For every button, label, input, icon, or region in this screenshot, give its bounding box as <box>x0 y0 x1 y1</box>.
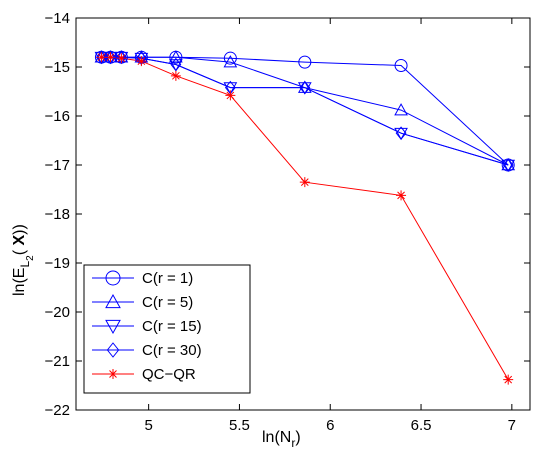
y-tick-label: −14 <box>45 10 70 27</box>
data-point-5 <box>396 190 407 201</box>
data-point-5 <box>136 56 147 67</box>
data-point-3 <box>501 159 516 173</box>
data-point-5 <box>116 53 127 64</box>
y-tick-label: −21 <box>45 353 70 370</box>
data-point-4 <box>299 80 311 95</box>
data-point-5 <box>105 52 116 63</box>
data-point-2 <box>297 80 312 93</box>
data-point-4 <box>105 50 116 65</box>
data-point-3 <box>297 82 312 95</box>
legend-marker <box>105 319 121 335</box>
data-point-2 <box>169 50 183 63</box>
legend: C(r = 1) C(r = 5) C(r = 15) C(r = 30) QC−QR <box>83 264 251 394</box>
legend-items: C(r = 1) C(r = 5) C(r = 15) C(r = 30) QC−QR <box>92 270 202 383</box>
x-tick-label: 7 <box>508 417 516 434</box>
data-point-4 <box>95 50 107 65</box>
legend-label: C(r = 1) <box>142 270 193 287</box>
y-tick-label: −17 <box>45 157 70 174</box>
legend-label: C(r = 30) <box>142 342 202 359</box>
data-point-1 <box>223 51 237 65</box>
data-point-5 <box>299 177 310 188</box>
data-point-3 <box>394 127 408 141</box>
series-markers <box>94 50 516 385</box>
y-tick-label: −20 <box>45 304 70 321</box>
legend-label: C(r = 5) <box>142 294 193 311</box>
data-point-3 <box>169 59 183 72</box>
data-point-5 <box>96 52 107 63</box>
x-axis-label: ln(Nr) <box>262 429 301 450</box>
data-point-1 <box>394 59 408 73</box>
data-point-3 <box>223 82 238 95</box>
y-tick-label: −19 <box>45 255 70 272</box>
legend-label: QC−QR <box>142 366 196 383</box>
y-tick-label: −16 <box>45 108 70 125</box>
x-tick-label: 5 <box>144 417 152 434</box>
legend-box <box>83 264 251 394</box>
x-tick-label: 5.5 <box>229 417 250 434</box>
legend-marker <box>106 342 120 358</box>
legend-marker <box>105 293 121 309</box>
data-point-5 <box>503 374 514 385</box>
data-point-2 <box>223 55 238 68</box>
x-tick-label: 6.5 <box>411 417 432 434</box>
data-point-1 <box>298 55 312 69</box>
data-point-4 <box>170 57 182 72</box>
data-point-5 <box>170 70 181 81</box>
data-point-5 <box>225 90 236 101</box>
y-axis-label: ln(EL2( X)) <box>11 224 36 296</box>
data-point-4 <box>395 126 407 140</box>
data-point-2 <box>501 157 516 171</box>
legend-label: C(r = 15) <box>142 318 202 335</box>
y-tick-label: −18 <box>45 206 70 223</box>
axis-ticks: 5 5.5 6 6.5 7 −22 −21 −20 −19 −18 −17 −16 −15 −14 <box>45 10 530 434</box>
data-point-2 <box>394 103 408 116</box>
y-tick-label: −22 <box>45 402 70 419</box>
legend-marker <box>108 369 118 379</box>
data-point-4 <box>502 158 514 172</box>
y-tick-label: −15 <box>45 59 70 76</box>
legend-marker <box>105 270 121 286</box>
x-tick-label: 6 <box>326 417 334 434</box>
